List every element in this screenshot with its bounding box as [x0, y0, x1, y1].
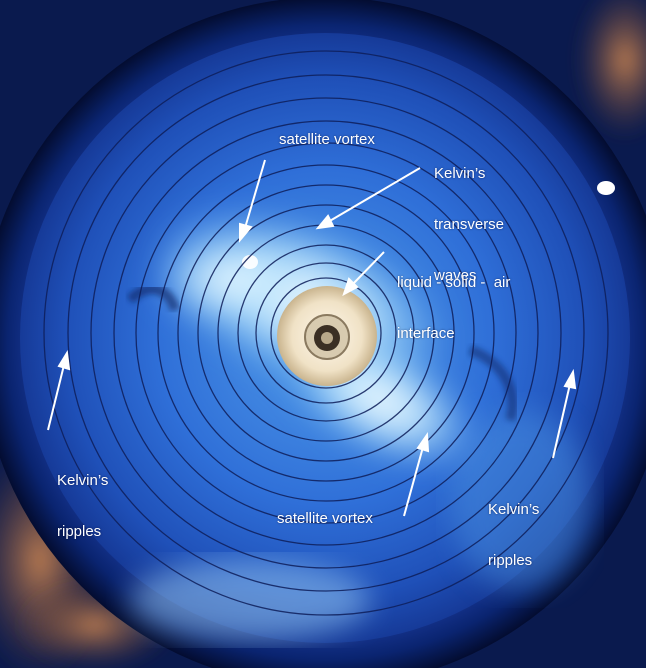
- label-line: Kelvin’s: [57, 472, 109, 489]
- label-line: transverse: [434, 216, 505, 233]
- arrow-interface: [351, 251, 385, 286]
- label-line: interface: [397, 325, 455, 342]
- label-line: liquid - solid - air: [397, 274, 511, 291]
- label-line: Kelvin’s: [434, 165, 486, 182]
- arrow-kelvin-ripples-left: [47, 364, 65, 431]
- label-line: Kelvin’s: [488, 501, 540, 518]
- center-shaft: [321, 332, 333, 344]
- label-liquid-solid-air-interface: liquid - solid - air interface: [397, 240, 510, 376]
- label-line: ripples: [57, 523, 102, 540]
- annotation-arrows: [47, 159, 577, 517]
- label-satellite-vortex-top: satellite vortex: [279, 131, 375, 148]
- rust-stain-top-right: [575, 0, 646, 140]
- label-line: waves: [434, 267, 477, 284]
- light-reflection-bottom: [130, 560, 370, 640]
- arrow-satellite-vortex-bottom: [403, 446, 424, 517]
- reflection-spot: [597, 181, 615, 195]
- label-kelvin-transverse-waves: Kelvin’s transverse waves: [434, 131, 504, 318]
- label-kelvin-ripples-left: Kelvin’s ripples: [57, 438, 108, 574]
- dark-streak-left: [126, 284, 180, 312]
- wave-circles: [43, 50, 609, 616]
- arrow-satellite-vortex-top: [244, 159, 266, 229]
- arrow-kelvin-transverse-waves: [327, 167, 421, 223]
- light-reflection-right: [450, 410, 590, 590]
- arrow-kelvin-ripples-right: [552, 383, 571, 459]
- label-line: ripples: [488, 552, 533, 569]
- bright-spot: [242, 255, 258, 269]
- label-kelvin-ripples-right: Kelvin’s ripples: [488, 467, 539, 603]
- dark-streak-right: [468, 345, 518, 422]
- label-satellite-vortex-bottom: satellite vortex: [277, 510, 373, 527]
